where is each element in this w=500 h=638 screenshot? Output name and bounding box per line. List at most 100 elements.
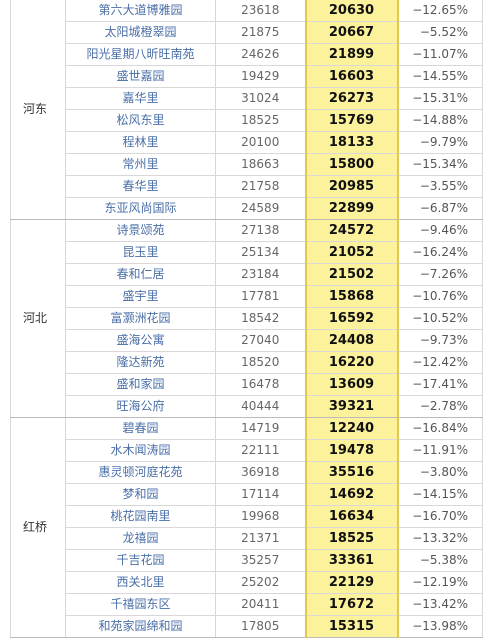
table-row: 隆达新苑 18520 16220 −12.42% xyxy=(11,351,483,374)
table-row: 松风东里 18525 15769 −14.88% xyxy=(11,109,483,132)
new-price-cell: 18133 xyxy=(304,131,399,154)
old-price-cell: 25202 xyxy=(215,571,306,594)
new-price-cell: 21502 xyxy=(304,263,399,286)
community-name-cell: 昆玉里 xyxy=(65,241,216,264)
price-change-cell: −5.38% xyxy=(397,549,483,572)
price-change-cell: −12.19% xyxy=(397,571,483,594)
community-name-cell: 春和仁居 xyxy=(65,263,216,286)
new-price-cell: 19478 xyxy=(304,439,399,462)
table-row: 阳光星期八昕旺南苑 24626 21899 −11.07% xyxy=(11,43,483,66)
price-change-cell: −11.91% xyxy=(397,439,483,462)
community-name-cell: 常州里 xyxy=(65,153,216,176)
table-row: 春和仁居 23184 21502 −7.26% xyxy=(11,263,483,286)
new-price-cell: 33361 xyxy=(304,549,399,572)
old-price-cell: 25134 xyxy=(215,241,306,264)
price-change-cell: −10.76% xyxy=(397,285,483,308)
new-price-cell: 15868 xyxy=(304,285,399,308)
old-price-cell: 19968 xyxy=(215,505,306,528)
community-name-cell: 盛世嘉园 xyxy=(65,65,216,88)
old-price-cell: 18663 xyxy=(215,153,306,176)
community-name-cell: 盛海公寓 xyxy=(65,329,216,352)
community-name-cell: 盛和家园 xyxy=(65,373,216,396)
price-table-body: 河东 第六大道博雅园 23618 20630 −12.65% 太阳城橙翠园 21875 206… xyxy=(10,0,483,638)
price-change-cell: −13.42% xyxy=(397,593,483,616)
new-price-cell: 21052 xyxy=(304,241,399,264)
community-name-cell: 千吉花园 xyxy=(65,549,216,572)
new-price-cell: 16603 xyxy=(304,65,399,88)
community-name-cell: 程林里 xyxy=(65,131,216,154)
price-change-cell: −16.70% xyxy=(397,505,483,528)
old-price-cell: 40444 xyxy=(215,395,306,418)
new-price-cell: 26273 xyxy=(304,87,399,110)
new-price-cell: 15769 xyxy=(304,109,399,132)
table-row: 昆玉里 25134 21052 −16.24% xyxy=(11,241,483,264)
table-row: 和苑家园绵和园 17805 15315 −13.98% xyxy=(11,615,483,638)
price-change-cell: −15.34% xyxy=(397,153,483,176)
old-price-cell: 18542 xyxy=(215,307,306,330)
price-change-cell: −16.24% xyxy=(397,241,483,264)
table-row: 千禧园东区 20411 17672 −13.42% xyxy=(11,593,483,616)
table-row: 水木闻涛园 22111 19478 −11.91% xyxy=(11,439,483,462)
new-price-cell: 21899 xyxy=(304,43,399,66)
price-change-cell: −9.46% xyxy=(397,219,483,242)
old-price-cell: 18525 xyxy=(215,109,306,132)
old-price-cell: 24589 xyxy=(215,197,306,220)
table-row: 春华里 21758 20985 −3.55% xyxy=(11,175,483,198)
new-price-cell: 14692 xyxy=(304,483,399,506)
community-name-cell: 龙禧园 xyxy=(65,527,216,550)
new-price-cell: 15800 xyxy=(304,153,399,176)
region-cell: 红桥 xyxy=(10,417,66,638)
new-price-cell: 24408 xyxy=(304,329,399,352)
table-row: 富灏洲花园 18542 16592 −10.52% xyxy=(11,307,483,330)
table-row: 盛宇里 17781 15868 −10.76% xyxy=(11,285,483,308)
price-change-cell: −7.26% xyxy=(397,263,483,286)
old-price-cell: 27040 xyxy=(215,329,306,352)
old-price-cell: 21758 xyxy=(215,175,306,198)
new-price-cell: 12240 xyxy=(304,417,399,440)
price-change-cell: −11.07% xyxy=(397,43,483,66)
old-price-cell: 20411 xyxy=(215,593,306,616)
community-name-cell: 富灏洲花园 xyxy=(65,307,216,330)
table-row: 红桥 碧春园 14719 12240 −16.84% xyxy=(10,417,483,638)
community-name-cell: 春华里 xyxy=(65,175,216,198)
new-price-cell: 24572 xyxy=(304,219,399,242)
price-change-cell: −9.73% xyxy=(397,329,483,352)
table-row: 梦和园 17114 14692 −14.15% xyxy=(11,483,483,506)
table-row: 千吉花园 35257 33361 −5.38% xyxy=(11,549,483,572)
old-price-cell: 14719 xyxy=(215,417,306,440)
price-table: 河东 第六大道博雅园 23618 20630 −12.65% 太阳城橙翠园 21875 206… xyxy=(10,0,483,638)
old-price-cell: 35257 xyxy=(215,549,306,572)
old-price-cell: 31024 xyxy=(215,87,306,110)
table-row: 盛和家园 16478 13609 −17.41% xyxy=(11,373,483,396)
community-name-cell: 西关北里 xyxy=(65,571,216,594)
price-change-cell: −2.78% xyxy=(397,395,483,418)
old-price-cell: 21371 xyxy=(215,527,306,550)
table-row: 东亚风尚国际 24589 22899 −6.87% xyxy=(11,197,483,220)
table-row: 程林里 20100 18133 −9.79% xyxy=(11,131,483,154)
table-row: 嘉华里 31024 26273 −15.31% xyxy=(11,87,483,110)
table-row: 龙禧园 21371 18525 −13.32% xyxy=(11,527,483,550)
new-price-cell: 18525 xyxy=(304,527,399,550)
new-price-cell: 13609 xyxy=(304,373,399,396)
old-price-cell: 19429 xyxy=(215,65,306,88)
table-row: 河北 诗景颂苑 27138 24572 −9.46% xyxy=(10,219,483,418)
price-change-cell: −14.15% xyxy=(397,483,483,506)
new-price-cell: 16220 xyxy=(304,351,399,374)
price-change-cell: −12.65% xyxy=(397,0,483,22)
new-price-cell: 22899 xyxy=(304,197,399,220)
table-row: 桃花园南里 19968 16634 −16.70% xyxy=(11,505,483,528)
old-price-cell: 18520 xyxy=(215,351,306,374)
community-name-cell: 旺海公府 xyxy=(65,395,216,418)
price-change-cell: −13.98% xyxy=(397,615,483,638)
price-change-cell: −3.80% xyxy=(397,461,483,484)
price-change-cell: −10.52% xyxy=(397,307,483,330)
community-name-cell: 和苑家园绵和园 xyxy=(65,615,216,638)
price-change-cell: −5.52% xyxy=(397,21,483,44)
new-price-cell: 22129 xyxy=(304,571,399,594)
old-price-cell: 17781 xyxy=(215,285,306,308)
community-name-cell: 嘉华里 xyxy=(65,87,216,110)
new-price-cell: 16634 xyxy=(304,505,399,528)
price-change-cell: −15.31% xyxy=(397,87,483,110)
new-price-cell: 20985 xyxy=(304,175,399,198)
community-name-cell: 诗景颂苑 xyxy=(65,219,216,242)
